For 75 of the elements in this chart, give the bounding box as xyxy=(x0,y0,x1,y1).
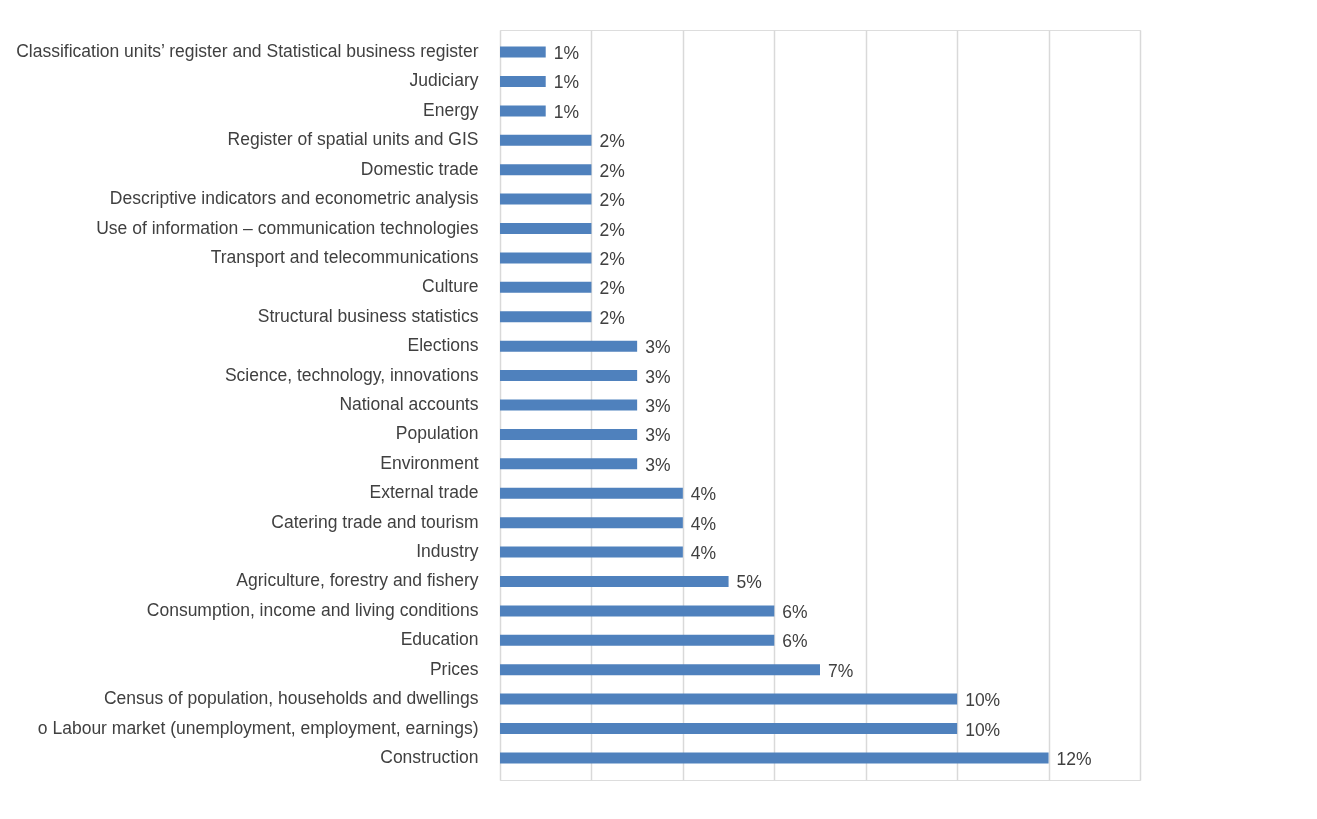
bar xyxy=(500,193,592,205)
bar xyxy=(500,311,592,323)
bar xyxy=(500,605,775,617)
bar xyxy=(500,458,638,470)
data-label: 6% xyxy=(782,601,808,622)
y-tick-label: Consumption, income and living conditions xyxy=(146,599,479,620)
bar xyxy=(500,517,683,529)
data-label: 2% xyxy=(599,160,625,181)
y-tick-label: Population xyxy=(395,423,479,444)
y-tick-label: Domestic trade xyxy=(360,158,479,179)
data-label: 5% xyxy=(736,572,762,593)
data-label: 1% xyxy=(553,72,580,93)
data-label: 3% xyxy=(645,396,671,416)
bar xyxy=(500,105,546,117)
y-tick-label: Register of spatial units and GIS xyxy=(227,129,479,150)
y-tick-label: Agriculture, forestry and fishery xyxy=(236,570,479,591)
data-label: 1% xyxy=(553,101,580,122)
y-tick-label: National accounts xyxy=(339,394,479,414)
bar xyxy=(500,370,638,382)
bar xyxy=(500,340,638,352)
y-tick-label: Census of population, households and dwellings xyxy=(103,688,479,709)
data-label: 3% xyxy=(645,337,671,358)
bar xyxy=(500,752,1049,764)
bar xyxy=(500,252,592,264)
y-tick-label: Prices xyxy=(429,658,479,679)
data-label: 4% xyxy=(690,543,717,564)
y-tick-label: External trade xyxy=(369,482,479,503)
y-tick-label: Environment xyxy=(380,452,479,473)
bar xyxy=(500,75,546,87)
bar xyxy=(500,428,638,440)
data-label: 2% xyxy=(599,248,625,269)
y-tick-label: Science, technology, innovations xyxy=(224,364,479,385)
bar xyxy=(500,546,683,558)
y-tick-label: Structural business statistics xyxy=(257,305,479,326)
data-label: 3% xyxy=(645,366,671,387)
data-label: 6% xyxy=(782,631,808,652)
y-tick-label: Education xyxy=(400,629,479,650)
data-label: 4% xyxy=(690,513,717,534)
bar xyxy=(500,575,729,587)
bar xyxy=(500,399,638,411)
data-label: 2% xyxy=(599,219,625,240)
bar xyxy=(500,46,546,58)
y-tick-label: Industry xyxy=(416,541,479,562)
y-tick-label: Energy xyxy=(423,99,479,120)
data-label: 2% xyxy=(599,190,625,211)
y-tick-label: Descriptive indicators and econometric analysis xyxy=(109,188,479,209)
y-tick-label: Culture xyxy=(422,276,479,297)
data-label: 2% xyxy=(599,278,625,299)
y-tick-label: Construction xyxy=(380,746,479,767)
y-tick-label: Transport and telecommunications xyxy=(210,246,479,267)
data-label: 3% xyxy=(645,425,671,446)
y-tick-label: Use of information – communication technologies xyxy=(96,217,479,238)
bar xyxy=(500,487,683,499)
data-label: 3% xyxy=(645,454,671,475)
data-label: 2% xyxy=(599,307,625,328)
bar xyxy=(500,664,820,676)
y-tick-label: o Labour market (unemployment, employment, earnings) xyxy=(37,717,479,738)
bar xyxy=(500,634,775,646)
data-label: 1% xyxy=(553,43,580,64)
bar xyxy=(500,693,958,705)
y-tick-label: Classification units’ register and Statistical business register xyxy=(16,41,479,62)
bar xyxy=(500,134,592,146)
y-tick-label: Judiciary xyxy=(409,70,479,91)
data-label: 2% xyxy=(599,131,625,152)
bar xyxy=(500,223,592,235)
data-label: 10% xyxy=(965,719,1001,740)
y-tick-label: Elections xyxy=(407,335,479,356)
data-label: 12% xyxy=(1056,748,1092,769)
data-label: 10% xyxy=(965,690,1001,711)
data-label: 7% xyxy=(828,660,854,681)
bar xyxy=(500,723,958,735)
data-label: 4% xyxy=(690,484,717,505)
bar xyxy=(500,164,592,176)
bar xyxy=(500,281,592,293)
y-tick-label: Catering trade and tourism xyxy=(271,511,479,532)
